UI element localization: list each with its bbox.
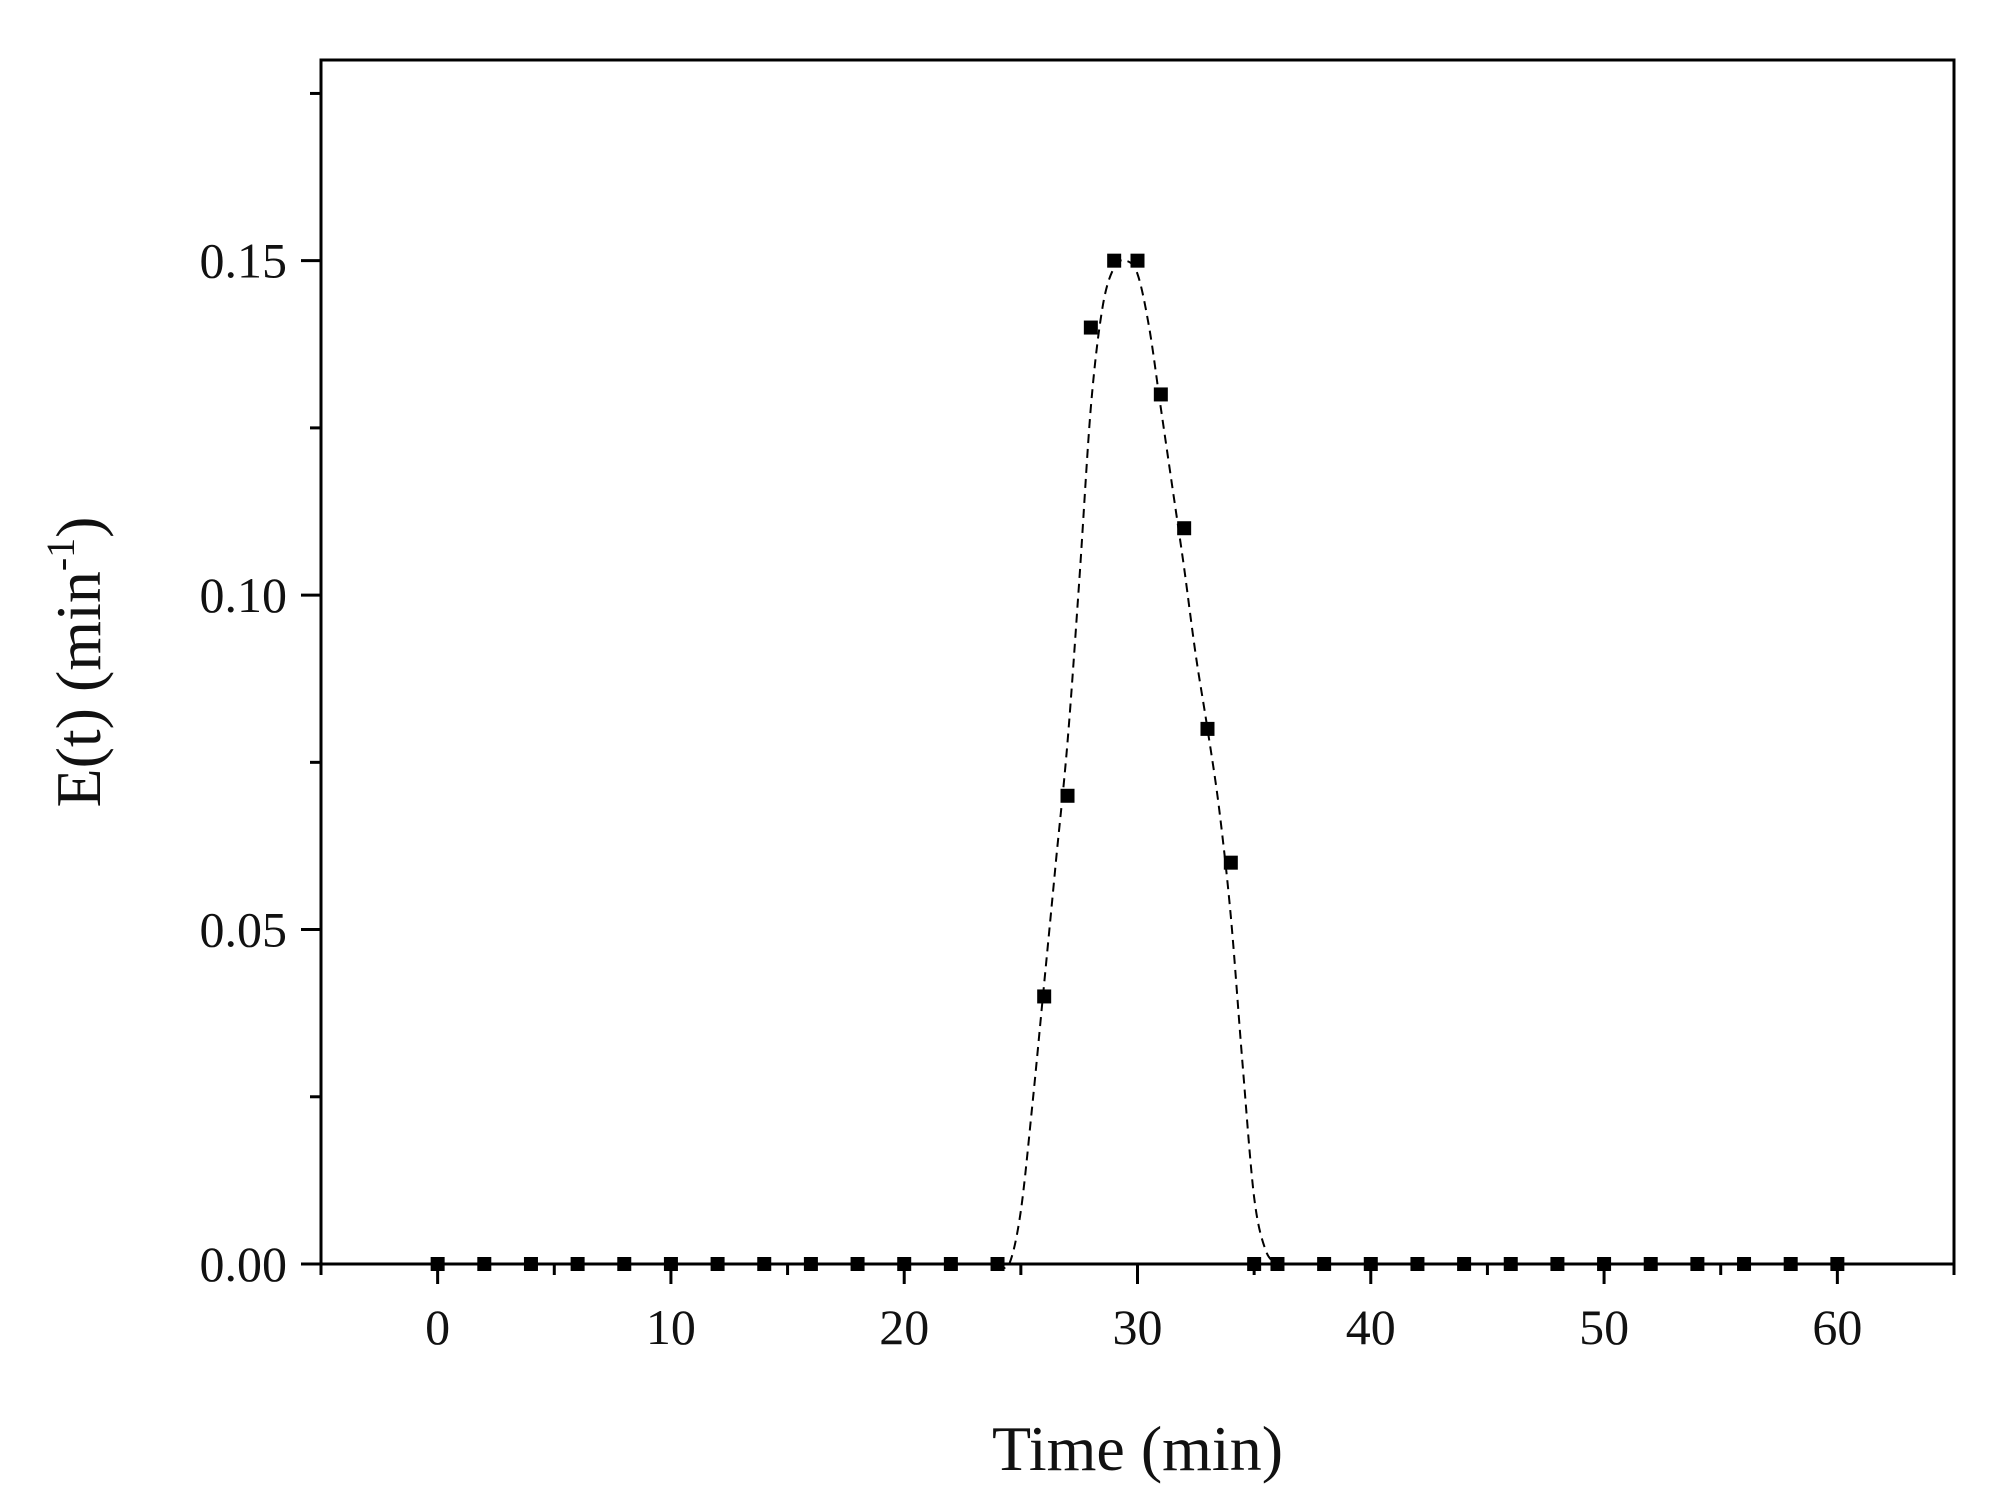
x-tick-label: 0 [425,1299,450,1355]
data-point [1177,521,1192,536]
data-point [1223,855,1238,870]
y-axis: 0.00 0.05 0.10 0.15 [200,91,321,1292]
data-point [1130,253,1145,268]
y-axis-title: E(t) (min-1) [38,516,114,807]
data-point [1153,387,1168,402]
data-point [1037,989,1052,1004]
y-tick-label: 0.15 [200,233,288,289]
x-axis: 0 10 20 30 40 50 60 [319,1264,1956,1355]
x-tick-label: 30 [1113,1299,1163,1355]
y-tick-label: 0.05 [200,902,288,958]
x-axis-title: Time (min) [992,1413,1283,1484]
y-axis-title-close: ) [43,516,114,537]
x-tick-label: 60 [1812,1299,1862,1355]
data-point [1083,320,1098,335]
data-point [1200,721,1215,736]
y-axis-title-main: E(t) (min [43,571,114,807]
y-tick-label: 0.10 [200,567,288,623]
x-tick-label: 40 [1346,1299,1396,1355]
x-tick-label: 20 [879,1299,929,1355]
fit-curve [997,259,1279,1269]
data-point [1060,788,1075,803]
x-tick-label: 10 [646,1299,696,1355]
y-tick-label: 0.00 [200,1236,288,1292]
y-axis-title-superscript: -1 [38,538,83,571]
x-tick-label: 50 [1579,1299,1629,1355]
data-point [1107,253,1122,268]
